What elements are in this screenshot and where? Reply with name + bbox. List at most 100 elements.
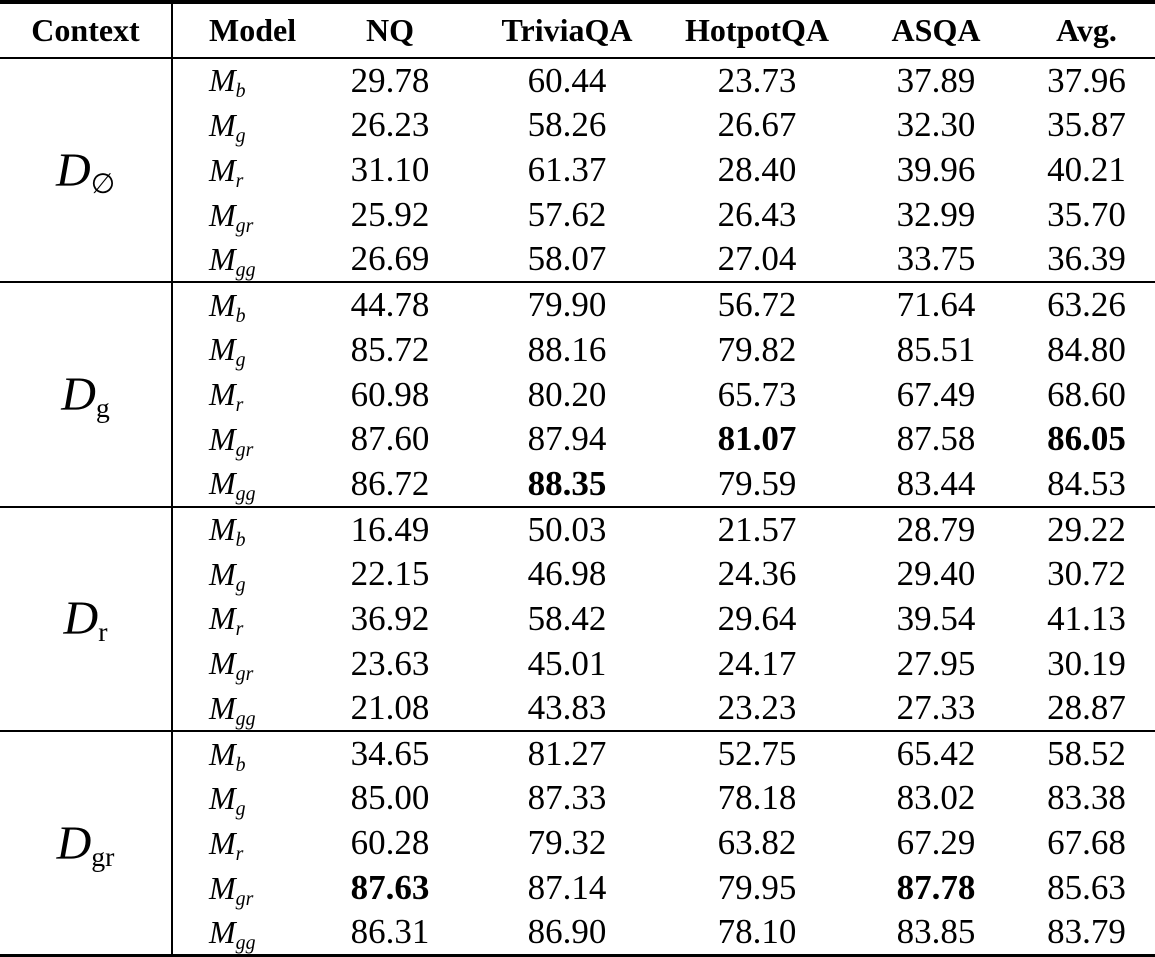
value-cell: 58.52 bbox=[1047, 734, 1126, 774]
value-cell: 87.58 bbox=[896, 419, 976, 459]
header-hotpotqa: HotpotQA bbox=[660, 2, 854, 59]
value-cell: 60.28 bbox=[350, 823, 430, 863]
value-cell: 60.98 bbox=[350, 374, 430, 414]
value-cell: 21.08 bbox=[350, 688, 430, 728]
model-subscript: gr bbox=[235, 887, 254, 910]
model-label: Mgr bbox=[172, 193, 306, 238]
header-avg: Avg. bbox=[1018, 2, 1155, 59]
value-cell: 79.95 bbox=[717, 868, 797, 908]
model-subscript: gr bbox=[235, 438, 254, 461]
table-row: D∅ Mb 29.78 60.44 23.73 37.89 37.96 bbox=[0, 58, 1155, 283]
model-subscript: g bbox=[235, 797, 246, 820]
value-cell: 23.63 bbox=[350, 643, 430, 683]
model-label: Mgr bbox=[172, 417, 306, 462]
model-base: M bbox=[209, 196, 236, 233]
table-row: Mgr 25.92 57.62 26.43 32.99 35.70 bbox=[0, 193, 1155, 238]
value-cell: 28.79 bbox=[896, 509, 976, 549]
value-cell: 36.39 bbox=[1047, 239, 1126, 279]
value-cell: 27.04 bbox=[717, 239, 797, 279]
model-base: M bbox=[209, 331, 236, 368]
model-label: Mr bbox=[172, 597, 306, 642]
model-base: M bbox=[209, 645, 236, 682]
context-label: Dr bbox=[0, 506, 173, 732]
value-cell: 24.36 bbox=[717, 554, 797, 594]
context-subscript: ∅ bbox=[90, 168, 115, 200]
table-row: Mr 31.10 61.37 28.40 39.96 40.21 bbox=[0, 148, 1155, 193]
context-group: Dgr Mb 34.65 81.27 52.75 65.42 58.52 Mg 85.00 87.… bbox=[0, 731, 1155, 956]
value-cell: 88.16 bbox=[527, 329, 607, 369]
value-cell: 83.44 bbox=[896, 463, 976, 503]
value-cell: 27.33 bbox=[896, 688, 976, 728]
value-cell: 86.72 bbox=[350, 463, 430, 503]
model-base: M bbox=[209, 465, 236, 502]
value-cell: 87.33 bbox=[527, 778, 607, 818]
value-cell: 32.30 bbox=[896, 105, 976, 145]
header-context: Context bbox=[0, 2, 173, 59]
value-cell: 58.07 bbox=[527, 239, 607, 279]
model-label: Mr bbox=[172, 821, 306, 866]
model-base: M bbox=[209, 286, 236, 323]
value-cell: 61.37 bbox=[527, 150, 607, 190]
table-row: Mgr 87.63 87.14 79.95 87.78 85.63 bbox=[0, 866, 1155, 911]
header-nq: NQ bbox=[306, 2, 474, 59]
value-cell: 79.82 bbox=[717, 329, 797, 369]
model-label: Mb bbox=[172, 58, 306, 103]
table-row: Mr 60.28 79.32 63.82 67.29 67.68 bbox=[0, 821, 1155, 866]
value-cell: 28.87 bbox=[1047, 688, 1126, 728]
model-subscript: r bbox=[235, 394, 244, 416]
model-base: M bbox=[209, 913, 236, 950]
value-cell: 87.94 bbox=[527, 419, 607, 459]
context-subscript: r bbox=[98, 617, 108, 649]
table-row: Mgg 21.08 43.83 23.23 27.33 28.87 bbox=[0, 686, 1155, 731]
model-base: M bbox=[209, 869, 236, 906]
context-group: D∅ Mb 29.78 60.44 23.73 37.89 37.96 Mg 26.23 58.2… bbox=[0, 58, 1155, 283]
value-cell: 79.32 bbox=[527, 823, 607, 863]
value-cell: 33.75 bbox=[896, 239, 976, 279]
context-subscript: g bbox=[95, 393, 110, 425]
value-cell: 86.90 bbox=[527, 912, 607, 952]
value-cell: 31.10 bbox=[350, 150, 430, 190]
model-base: M bbox=[209, 689, 236, 726]
model-label: Mgr bbox=[172, 866, 306, 911]
value-cell: 32.99 bbox=[896, 195, 976, 235]
model-subscript: gr bbox=[235, 663, 254, 686]
value-cell: 71.64 bbox=[896, 285, 976, 325]
model-label: Mg bbox=[172, 327, 306, 372]
model-subscript: g bbox=[235, 573, 246, 596]
value-cell: 85.72 bbox=[350, 329, 430, 369]
value-cell: 41.13 bbox=[1047, 598, 1126, 638]
value-cell: 23.73 bbox=[717, 60, 797, 100]
model-label: Mgg bbox=[172, 686, 306, 731]
model-subscript: r bbox=[235, 169, 244, 192]
value-cell: 60.44 bbox=[527, 60, 607, 100]
value-cell: 83.38 bbox=[1047, 778, 1126, 818]
value-cell: 29.40 bbox=[896, 554, 976, 594]
model-base: M bbox=[209, 824, 236, 861]
model-label: Mb bbox=[172, 282, 306, 327]
model-label: Mgg bbox=[172, 462, 306, 507]
value-cell: 80.20 bbox=[527, 374, 607, 414]
model-base: M bbox=[209, 151, 236, 188]
model-base: M bbox=[209, 555, 236, 592]
value-cell: 34.65 bbox=[350, 734, 430, 774]
table-row: Mg 22.15 46.98 24.36 29.40 30.72 bbox=[0, 552, 1155, 597]
value-cell: 43.83 bbox=[527, 688, 607, 728]
value-cell: 83.02 bbox=[896, 778, 976, 818]
table-row: Mgg 86.31 86.90 78.10 83.85 83.79 bbox=[0, 911, 1155, 956]
value-cell: 45.01 bbox=[527, 643, 607, 683]
context-group: Dr Mb 16.49 50.03 21.57 28.79 29.22 Mg 22.15 46.9… bbox=[0, 506, 1155, 732]
table-row: Mr 60.98 80.20 65.73 67.49 68.60 bbox=[0, 372, 1155, 417]
value-cell: 30.72 bbox=[1047, 554, 1126, 594]
value-cell: 37.96 bbox=[1047, 60, 1126, 100]
value-cell: 85.63 bbox=[1047, 868, 1126, 908]
model-base: M bbox=[209, 511, 236, 548]
value-cell: 35.87 bbox=[1047, 105, 1126, 145]
model-base: M bbox=[209, 376, 236, 413]
model-base: M bbox=[209, 420, 236, 457]
model-label: Mr bbox=[172, 148, 306, 193]
value-cell: 27.95 bbox=[896, 643, 976, 683]
value-cell: 87.63 bbox=[350, 868, 430, 908]
value-cell: 22.15 bbox=[350, 554, 430, 594]
model-subscript: r bbox=[235, 618, 244, 641]
